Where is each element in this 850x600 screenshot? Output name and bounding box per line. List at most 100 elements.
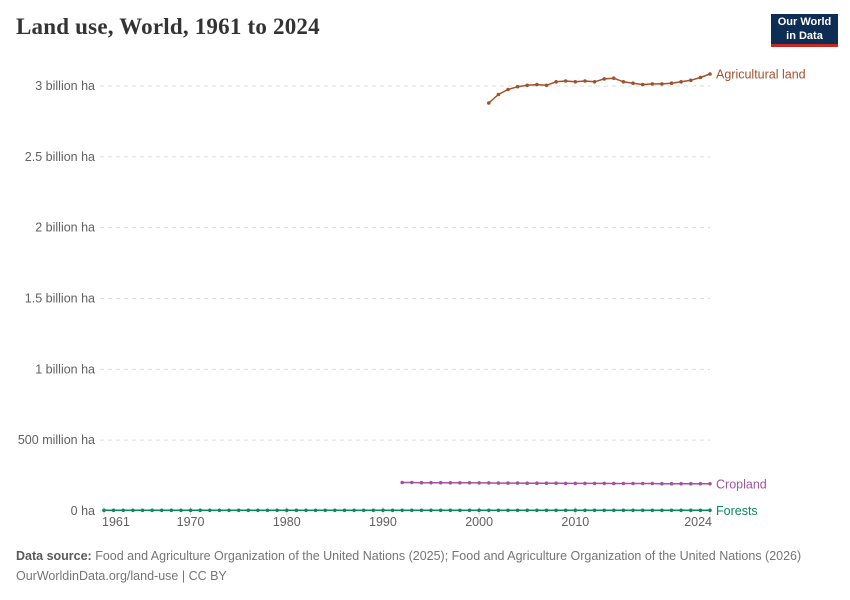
- data-point: [631, 81, 635, 85]
- data-point: [583, 509, 587, 513]
- data-point: [622, 80, 626, 84]
- data-point: [660, 82, 664, 86]
- data-point: [420, 481, 424, 485]
- data-point: [506, 88, 510, 92]
- data-point: [583, 482, 587, 486]
- data-point: [602, 77, 606, 81]
- chart-url-link[interactable]: OurWorldinData.org/land-use: [16, 569, 178, 583]
- data-point: [574, 509, 578, 513]
- data-point: [660, 482, 664, 486]
- data-point: [410, 509, 414, 513]
- data-point: [372, 509, 376, 513]
- data-point: [641, 482, 645, 486]
- data-point: [622, 482, 626, 486]
- data-point: [535, 481, 539, 485]
- data-point: [708, 72, 712, 76]
- data-point: [458, 509, 462, 513]
- data-point: [554, 509, 558, 513]
- data-point: [314, 509, 318, 513]
- data-point: [708, 482, 712, 486]
- data-point: [554, 481, 558, 485]
- data-point: [227, 509, 231, 513]
- data-point: [670, 509, 674, 513]
- data-point: [285, 509, 289, 513]
- data-point: [564, 482, 568, 486]
- data-point: [439, 509, 443, 513]
- data-point: [622, 509, 626, 513]
- land-use-line-chart: 3 billion ha2.5 billion ha2 billion ha1.…: [0, 0, 850, 600]
- data-point: [679, 482, 683, 486]
- data-point: [525, 481, 529, 485]
- data-point: [516, 85, 520, 89]
- license-link[interactable]: CC BY: [189, 569, 227, 583]
- data-point: [170, 509, 174, 513]
- data-point: [333, 509, 337, 513]
- data-point: [516, 481, 520, 485]
- license-line: OurWorldinData.org/land-use | CC BY: [16, 566, 834, 586]
- data-point: [593, 509, 597, 513]
- data-point: [439, 481, 443, 485]
- data-point: [362, 509, 366, 513]
- y-axis-label: 0 ha: [71, 504, 95, 518]
- data-point: [525, 509, 529, 513]
- data-point: [381, 509, 385, 513]
- data-point: [141, 509, 145, 513]
- data-point: [400, 481, 404, 485]
- data-point: [150, 509, 154, 513]
- y-axis-label: 3 billion ha: [35, 79, 95, 93]
- data-point: [641, 509, 645, 513]
- data-point: [651, 509, 655, 513]
- data-point: [574, 482, 578, 486]
- data-point: [429, 509, 433, 513]
- data-point: [689, 482, 693, 486]
- data-point: [198, 509, 202, 513]
- data-point: [651, 82, 655, 86]
- data-point: [218, 509, 222, 513]
- data-point: [449, 509, 453, 513]
- data-point: [275, 509, 279, 513]
- data-point: [179, 509, 183, 513]
- footer-separator: |: [178, 569, 188, 583]
- data-point: [468, 509, 472, 513]
- data-point: [564, 509, 568, 513]
- y-axis-label: 1.5 billion ha: [25, 292, 95, 306]
- chart-footer: Data source: Food and Agriculture Organi…: [16, 546, 834, 586]
- data-point: [660, 509, 664, 513]
- x-axis-label: 1961: [102, 515, 130, 529]
- data-point: [670, 81, 674, 85]
- data-point: [477, 481, 481, 485]
- y-axis-label: 500 million ha: [18, 433, 95, 447]
- data-point: [679, 80, 683, 84]
- x-axis-label: 2010: [561, 515, 589, 529]
- data-point: [602, 509, 606, 513]
- data-point: [612, 482, 616, 486]
- data-point: [247, 509, 251, 513]
- data-point: [112, 509, 116, 513]
- data-point: [400, 509, 404, 513]
- data-point: [545, 84, 549, 88]
- owid-chart-page: Land use, World, 1961 to 2024 Our World …: [0, 0, 850, 600]
- data-point: [420, 509, 424, 513]
- data-source-text: Food and Agriculture Organization of the…: [92, 549, 801, 563]
- y-axis-label: 2.5 billion ha: [25, 150, 95, 164]
- x-axis-label: 2000: [465, 515, 493, 529]
- series-line-agricultural-land: [489, 74, 710, 103]
- data-point: [295, 509, 299, 513]
- data-point: [304, 509, 308, 513]
- data-point: [256, 509, 260, 513]
- data-point: [131, 509, 135, 513]
- data-point: [612, 509, 616, 513]
- data-point: [458, 481, 462, 485]
- data-point: [487, 509, 491, 513]
- data-point: [699, 482, 703, 486]
- data-point: [487, 101, 491, 105]
- data-point: [208, 509, 212, 513]
- data-point: [689, 79, 693, 83]
- data-point: [497, 509, 501, 513]
- y-axis-label: 1 billion ha: [35, 362, 95, 376]
- x-axis-label: 2024: [684, 515, 712, 529]
- data-point: [699, 509, 703, 513]
- data-point: [545, 481, 549, 485]
- data-source-line: Data source: Food and Agriculture Organi…: [16, 546, 834, 566]
- data-point: [468, 481, 472, 485]
